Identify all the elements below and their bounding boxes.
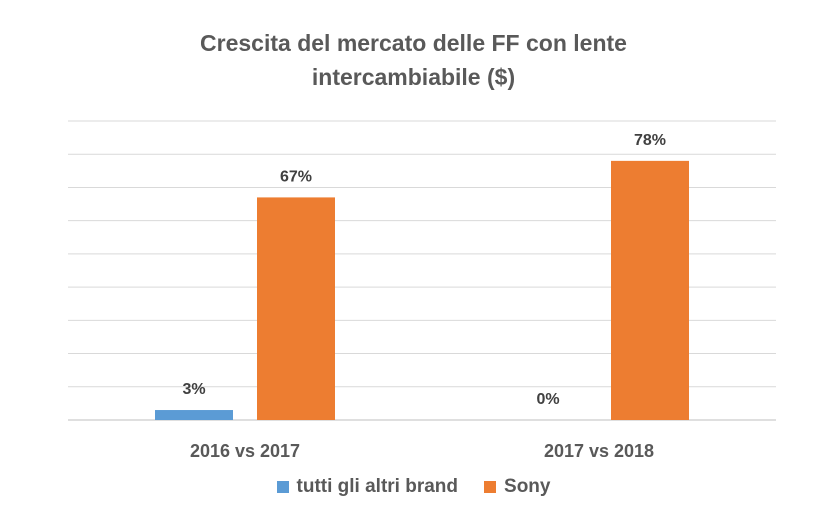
data-label-series-2-1: 67%	[280, 168, 312, 185]
legend-swatch-series-1	[276, 481, 289, 493]
chart-title-line-1: Crescita del mercato delle FF con lente	[200, 30, 627, 56]
chart-title: Crescita del mercato delle FF con lente …	[0, 26, 827, 94]
bar-series-1-1	[155, 410, 233, 420]
legend: tutti gli altri brand Sony	[0, 476, 827, 498]
chart-title-line-2: intercambiabile ($)	[311, 64, 516, 90]
bar-series-2-1	[257, 197, 335, 420]
x-tick-label-1: 2016 vs 2017	[190, 441, 300, 461]
legend-label-series-1: tutti gli altri brand	[296, 476, 459, 497]
x-tick-label-2: 2017 vs 2018	[544, 441, 654, 461]
bar-series-2-2	[611, 160, 689, 420]
data-label-series-1-1: 3%	[182, 381, 205, 398]
data-label-series-2-2: 78%	[634, 132, 666, 149]
legend-item-series-1: tutti gli altri brand	[276, 476, 459, 498]
data-label-series-1-2: 0%	[536, 391, 559, 408]
legend-item-series-2: Sony	[484, 476, 550, 498]
legend-swatch-series-2	[484, 481, 497, 493]
legend-label-series-2: Sony	[504, 476, 551, 497]
